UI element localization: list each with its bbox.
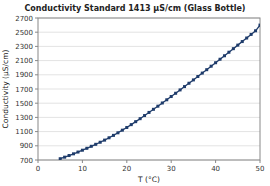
point	[121, 129, 124, 132]
y-tick-label: 2300	[15, 43, 33, 51]
point	[214, 61, 217, 64]
point	[134, 120, 137, 123]
point	[76, 151, 79, 154]
title: Conductivity Standard 1413 μS/cm (Glass …	[24, 4, 245, 13]
x-tick-label: 0	[36, 165, 40, 173]
grid-line	[38, 60, 260, 61]
point	[241, 40, 244, 43]
y-tick-label: 2500	[15, 29, 33, 37]
x-tick-label: 20	[122, 165, 131, 173]
grid-line	[38, 145, 260, 146]
y-tick-label: 2700	[15, 15, 33, 23]
point	[192, 78, 195, 81]
point	[72, 152, 75, 155]
point	[108, 136, 111, 139]
y-tick-label: 900	[20, 142, 33, 150]
point	[254, 29, 257, 32]
point	[165, 98, 168, 101]
grid-line	[38, 103, 260, 104]
point	[143, 114, 146, 117]
grid-line	[38, 131, 260, 132]
grid-line	[38, 117, 260, 118]
point	[161, 101, 164, 104]
grid-line	[38, 89, 260, 90]
point	[170, 95, 173, 98]
point	[85, 147, 88, 150]
point	[187, 82, 190, 85]
grid-line	[38, 46, 260, 47]
point	[148, 111, 151, 114]
point	[259, 24, 261, 27]
point	[125, 126, 128, 129]
point	[245, 37, 248, 40]
point	[201, 72, 204, 75]
y-tick-label: 700	[20, 157, 33, 165]
point	[250, 33, 253, 36]
plot-area	[38, 18, 260, 160]
x-tick-label: 30	[167, 165, 176, 173]
point	[63, 156, 66, 159]
x-tick-label: 50	[256, 165, 265, 173]
point	[219, 58, 222, 61]
y-tick-label: 1300	[15, 114, 33, 122]
point	[196, 75, 199, 78]
point	[130, 123, 133, 126]
point	[179, 88, 182, 91]
chart: 700 900 1100 1300 1500 1700 1900 2100 2300 2500 27…	[0, 0, 270, 186]
y-tick-label: 1100	[15, 128, 33, 136]
y-axis-label: Conductivity (μS/cm)	[1, 49, 10, 128]
point	[81, 149, 84, 152]
y-tick-label: 2100	[15, 57, 33, 65]
point	[94, 143, 97, 146]
line	[60, 25, 260, 159]
y-tick-label: 1700	[15, 86, 33, 94]
point	[210, 65, 213, 68]
point	[236, 44, 239, 47]
grid-line	[38, 74, 260, 75]
point	[232, 47, 235, 50]
point	[227, 51, 230, 54]
x-axis-label: T (°C)	[137, 175, 160, 184]
point	[152, 108, 155, 111]
point	[223, 54, 226, 57]
y-tick-label: 1500	[15, 100, 33, 108]
point	[205, 68, 208, 71]
point	[59, 157, 62, 160]
x-tick-label: 40	[211, 165, 220, 173]
point	[68, 154, 71, 157]
point	[90, 145, 93, 148]
point	[174, 92, 177, 95]
grid-line	[38, 32, 260, 33]
y-tick-label: 1900	[15, 71, 33, 79]
series	[59, 24, 260, 160]
point	[112, 134, 115, 137]
point	[139, 117, 142, 120]
point	[116, 131, 119, 134]
point	[103, 139, 106, 142]
plot-frame	[38, 18, 260, 160]
point	[156, 105, 159, 108]
point	[183, 85, 186, 88]
x-tick-label: 10	[78, 165, 87, 173]
point	[99, 141, 102, 144]
